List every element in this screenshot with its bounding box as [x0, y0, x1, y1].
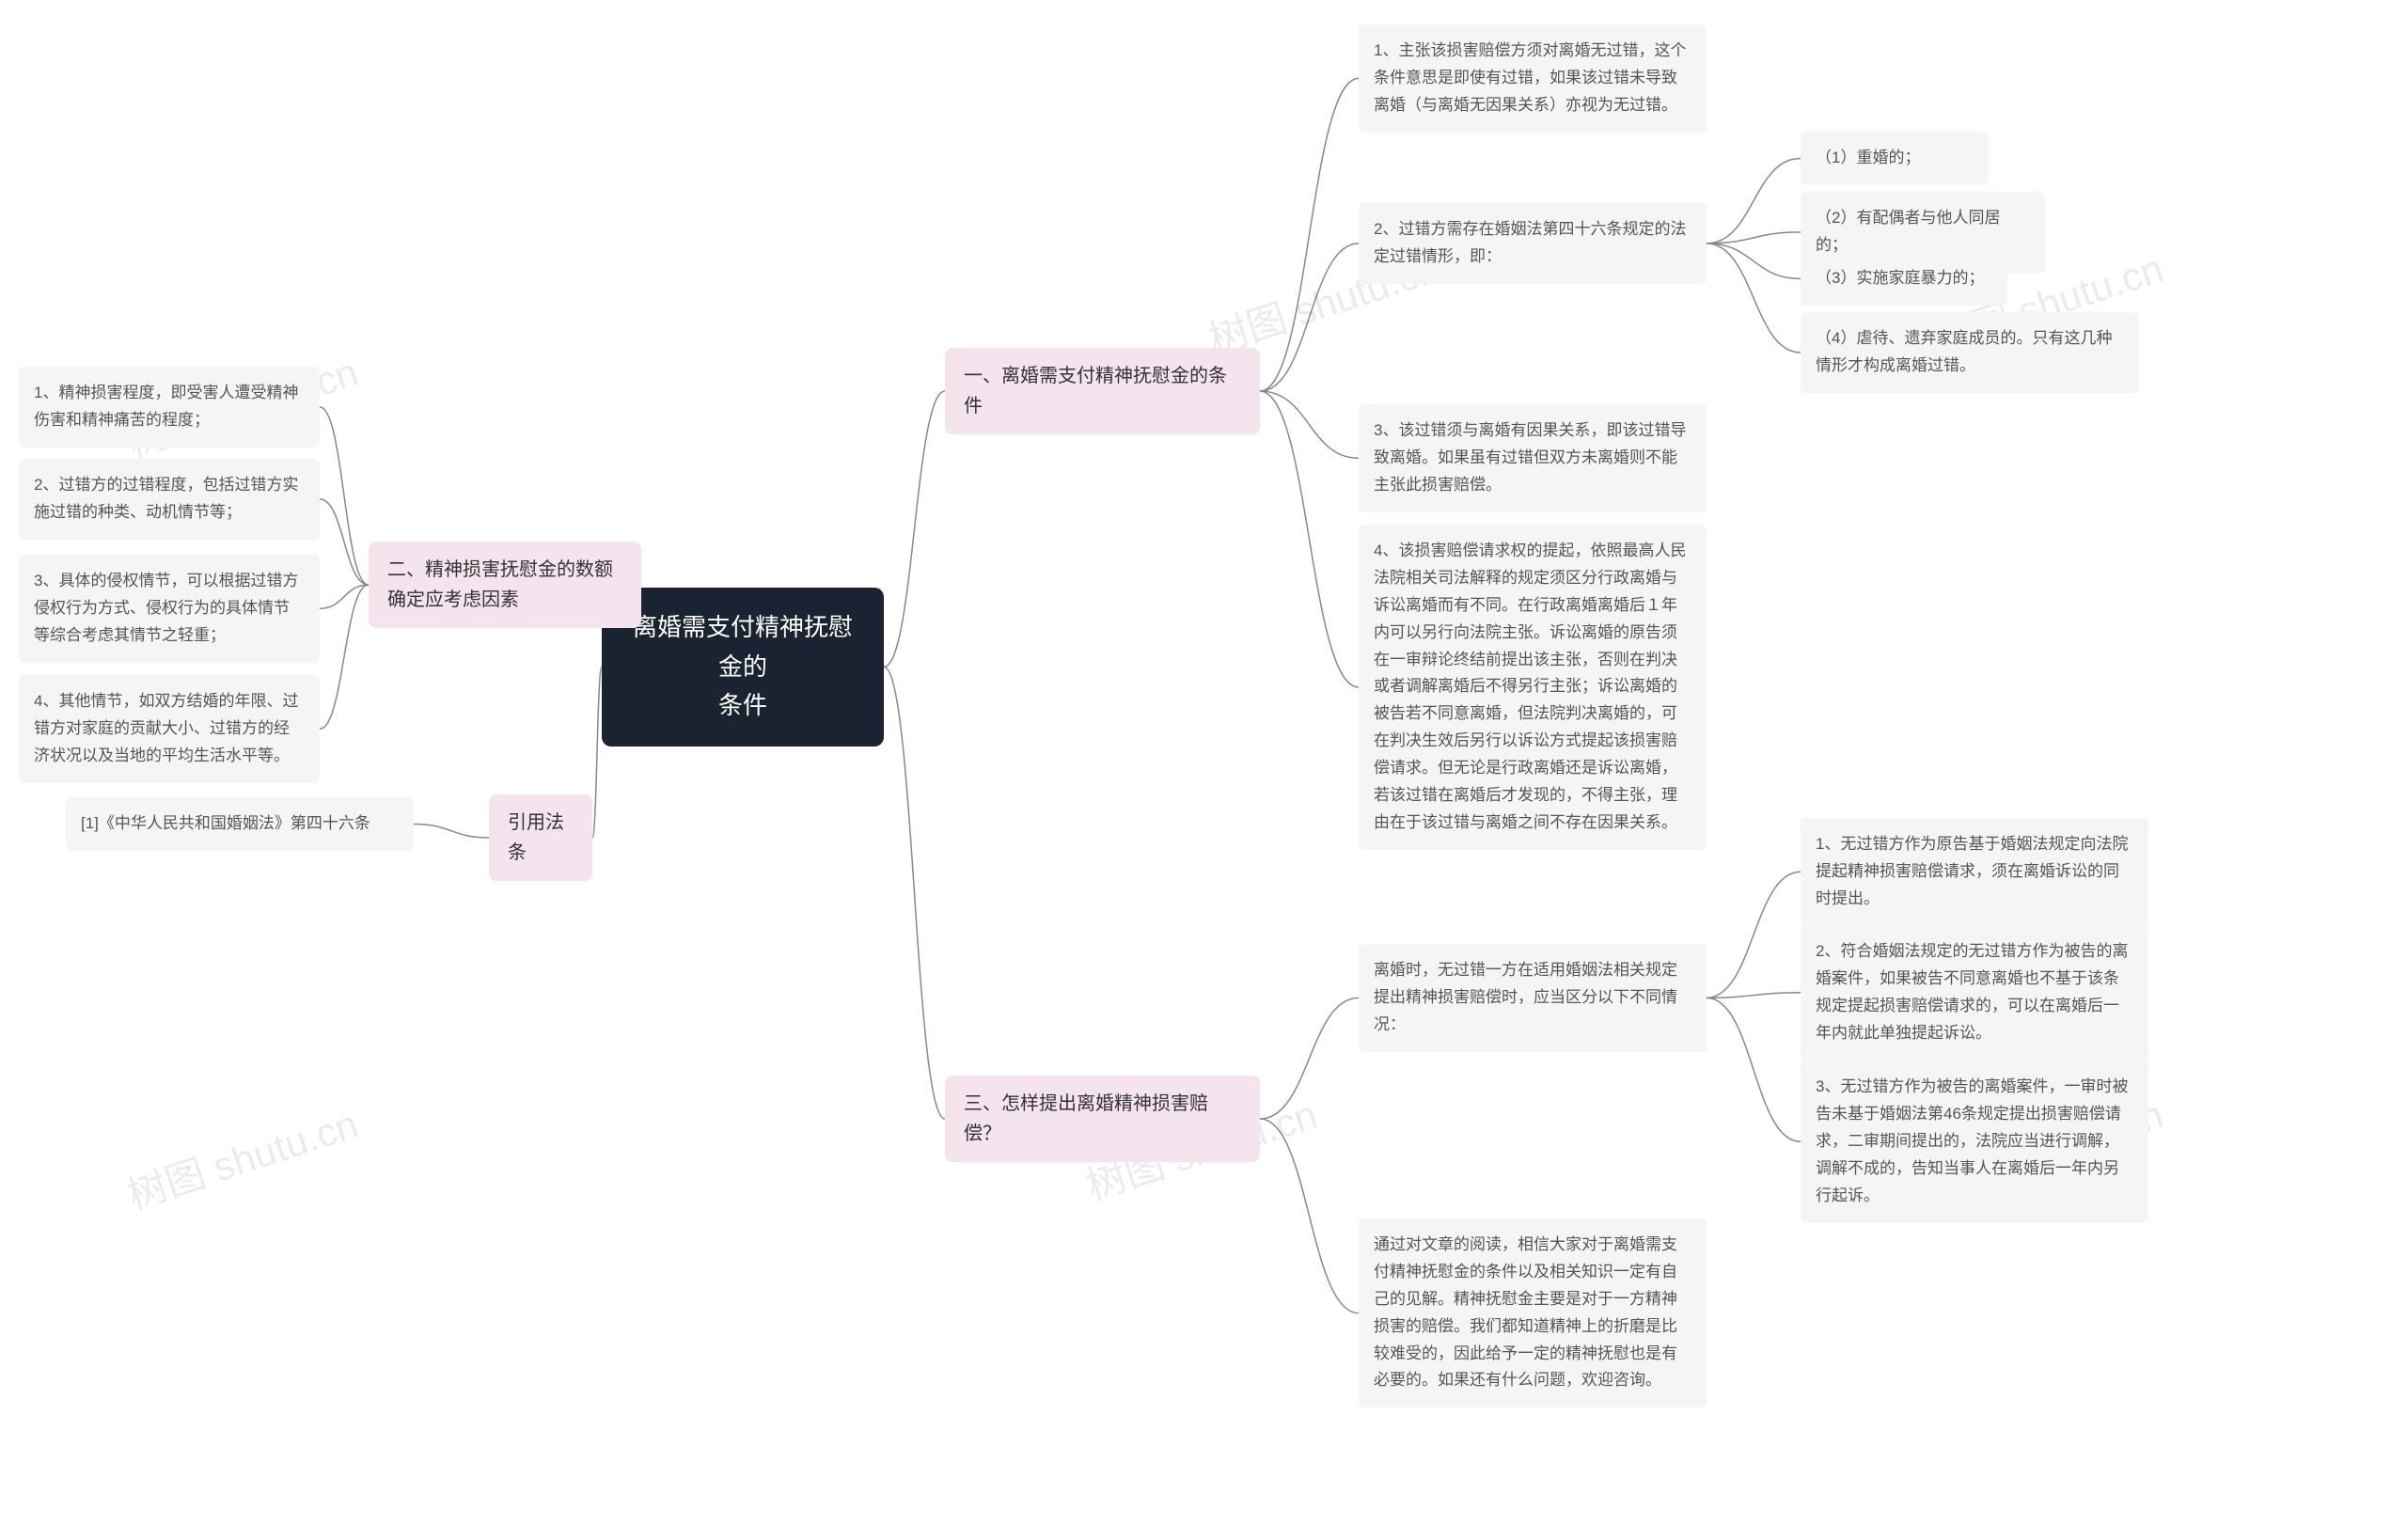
leaf-node: 2、过错方需存在婚姻法第四十六条规定的法定过错情形，即： [1359, 203, 1707, 284]
connector [1707, 158, 1801, 243]
branch-node[interactable]: 三、怎样提出离婚精神损害赔偿？ [945, 1076, 1260, 1162]
leaf-node: 2、过错方的过错程度，包括过错方实施过错的种类、动机情节等； [19, 459, 320, 540]
connector [1260, 391, 1359, 458]
leaf-node: 3、该过错须与离婚有因果关系，即该过错导致离婚。如果虽有过错但双方未离婚则不能主… [1359, 404, 1707, 512]
connector [1707, 872, 1801, 998]
branch-node[interactable]: 二、精神损害抚慰金的数额确定应考虑因素 [369, 542, 641, 628]
leaf-node: 3、无过错方作为被告的离婚案件，一审时被告未基于婚姻法第46条规定提出损害赔偿请… [1801, 1061, 2148, 1222]
leaf-node: （1）重婚的； [1801, 132, 1989, 185]
leaf-node: [1]《中华人民共和国婚姻法》第四十六条 [66, 797, 414, 851]
leaf-node: 通过对文章的阅读，相信大家对于离婚需支付精神抚慰金的条件以及相关知识一定有自己的… [1359, 1218, 1707, 1407]
connector [1707, 232, 1801, 244]
connector [320, 585, 369, 729]
connector [1707, 993, 1801, 998]
leaf-node: 4、其他情节，如双方结婚的年限、过错方对家庭的贡献大小、过错方的经济状况以及当地… [19, 675, 320, 783]
connector [592, 667, 602, 838]
leaf-node: （3）实施家庭暴力的； [1801, 252, 2007, 306]
leaf-node: 离婚时，无过错一方在适用婚姻法相关规定提出精神损害赔偿时，应当区分以下不同情况： [1359, 944, 1707, 1052]
connector [1260, 391, 1359, 687]
root-node[interactable]: 离婚需支付精神抚慰金的 条件 [602, 588, 884, 746]
connector [1707, 244, 1801, 353]
leaf-node: 1、无过错方作为原告基于婚姻法规定向法院提起精神损害赔偿请求，须在离婚诉讼的同时… [1801, 818, 2148, 926]
connector [1260, 1119, 1359, 1313]
leaf-node: 1、精神损害程度，即受害人遭受精神伤害和精神痛苦的程度； [19, 367, 320, 448]
leaf-node: （4）虐待、遗弃家庭成员的。只有这几种情形才构成离婚过错。 [1801, 312, 2139, 393]
connector [1260, 78, 1359, 391]
connector [320, 585, 369, 608]
branch-node[interactable]: 引用法条 [489, 794, 592, 881]
leaf-node: 4、该损害赔偿请求权的提起，依照最高人民法院相关司法解释的规定须区分行政离婚与诉… [1359, 525, 1707, 850]
connector [884, 667, 945, 1119]
connector [1707, 998, 1801, 1141]
watermark: 树图 shutu.cn [119, 1092, 365, 1221]
connector [1260, 244, 1359, 391]
branch-node[interactable]: 一、离婚需支付精神抚慰金的条件 [945, 348, 1260, 434]
connector [320, 407, 369, 585]
connector [320, 499, 369, 585]
connector [1707, 244, 1801, 279]
connector [884, 391, 945, 667]
leaf-node: 3、具体的侵权情节，可以根据过错方侵权行为方式、侵权行为的具体情节等综合考虑其情… [19, 555, 320, 663]
leaf-node: 2、符合婚姻法规定的无过错方作为被告的离婚案件，如果被告不同意离婚也不基于该条规… [1801, 925, 2148, 1061]
connector-layer [0, 0, 2407, 1540]
connector [1260, 998, 1359, 1119]
connector [414, 824, 489, 838]
leaf-node: 1、主张该损害赔偿方须对离婚无过错，这个条件意思是即使有过错，如果该过错未导致离… [1359, 24, 1707, 133]
